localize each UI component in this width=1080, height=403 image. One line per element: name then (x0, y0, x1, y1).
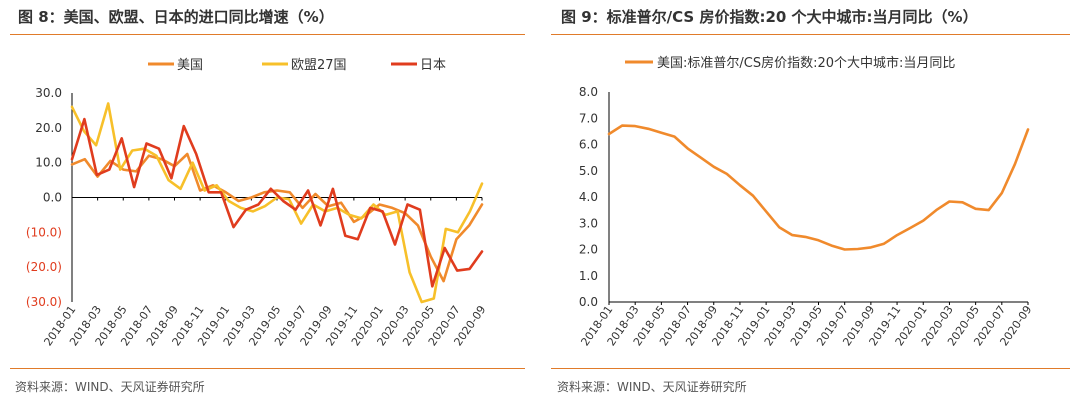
left-chart-title: 图 8：美国、欧盟、日本的进口同比增速（%） (18, 8, 334, 26)
left-source-rule (10, 368, 525, 369)
right-series-line-0 (607, 124, 1030, 251)
right-y-tick-label: 8.0 (579, 85, 598, 99)
right-title-rule (551, 34, 1070, 35)
right-y-tick-label: 7.0 (579, 111, 598, 125)
left-legend-label-1: 欧盟27国 (291, 58, 347, 73)
right-y-tick-label: 2.0 (579, 243, 598, 257)
right-y-tick-label: 3.0 (579, 216, 598, 230)
left-series-line-2 (70, 117, 484, 288)
right-y-tick-label: 0.0 (579, 295, 598, 309)
left-source: 资料来源：WIND、天风证券研究所 (15, 380, 205, 394)
left-legend-label-2: 日本 (420, 58, 446, 73)
left-y-tick-label: (20.0) (26, 260, 62, 274)
right-y-tick-label: 6.0 (579, 138, 598, 152)
right-y-tick-label: 5.0 (579, 164, 598, 178)
left-legend-label-0: 美国 (177, 58, 203, 73)
left-y-tick-label: (30.0) (26, 295, 62, 309)
left-y-tick-label: 0.0 (43, 191, 62, 205)
left-y-tick-label: (10.0) (26, 225, 62, 239)
right-chart-title: 图 9：标准普尔/CS 房价指数:20 个大中城市:当月同比（%） (561, 8, 978, 26)
left-y-tick-label: 10.0 (35, 156, 62, 170)
left-title-rule (10, 34, 525, 35)
left-y-tick-label: 30.0 (35, 86, 62, 100)
left-y-tick-label: 20.0 (35, 121, 62, 135)
right-y-tick-label: 4.0 (579, 190, 598, 204)
left-series-line-1 (70, 102, 484, 304)
right-source-rule (551, 368, 1070, 369)
right-source: 资料来源：WIND、天风证券研究所 (557, 380, 747, 394)
right-legend-label-0: 美国:标准普尔/CS房价指数:20个大中城市:当月同比 (657, 55, 955, 71)
right-y-tick-label: 1.0 (579, 269, 598, 283)
